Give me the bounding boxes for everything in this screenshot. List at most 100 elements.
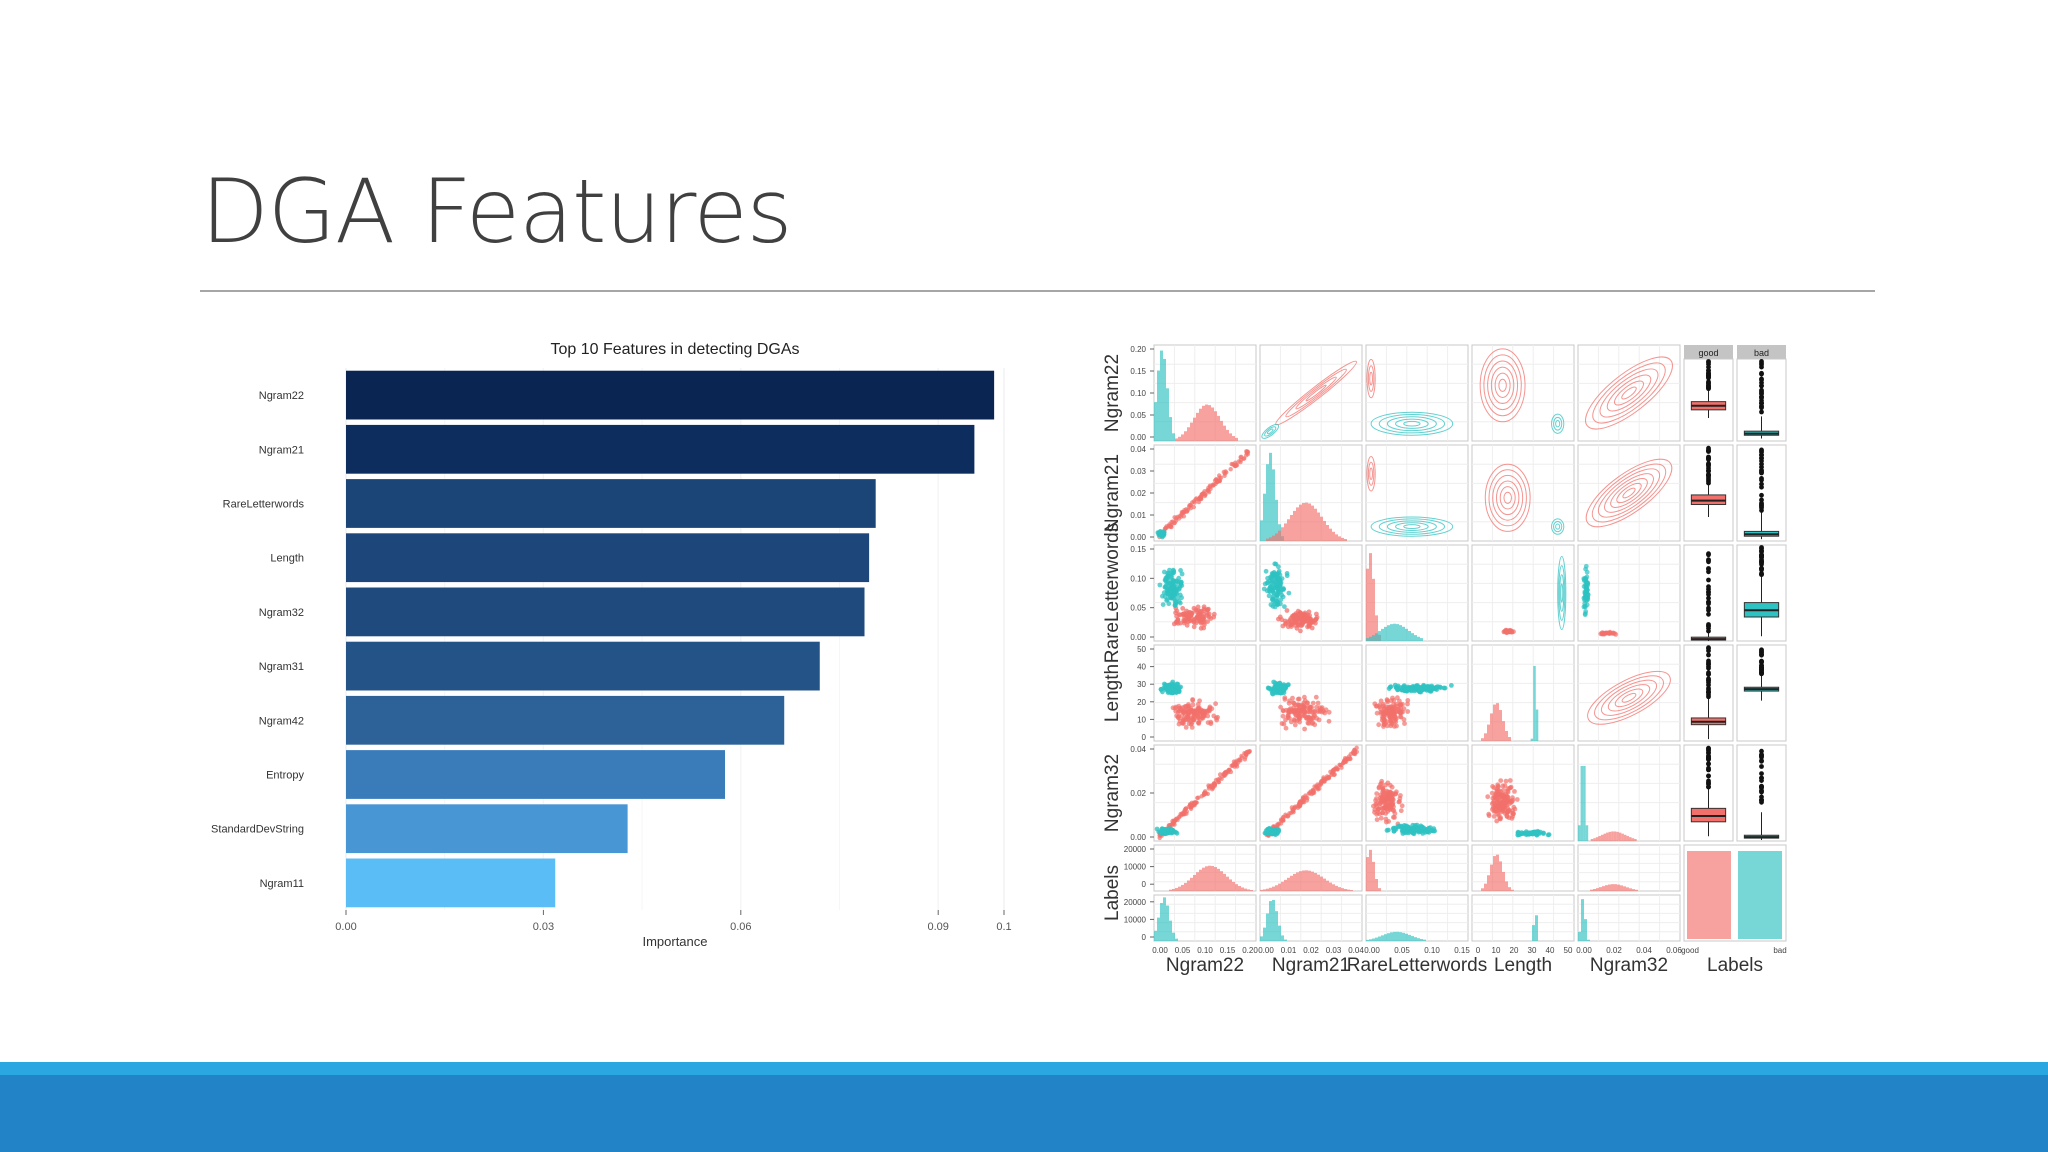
scatter-point <box>1425 687 1431 693</box>
contour-ring <box>1498 378 1507 392</box>
col-variable-label: Ngram21 <box>1272 955 1350 976</box>
histogram-bar <box>1366 857 1369 891</box>
x-tick-label: 0.06 <box>730 921 751 933</box>
feature-importance-bar-chart: 0.00 0.03 0.06 0.09 0.1 Ngram22 Ngram21 RareLet… <box>211 341 1012 949</box>
histogram <box>1175 404 1238 441</box>
histogram-bar <box>1244 888 1247 891</box>
scatter-point <box>1337 762 1342 767</box>
histogram-bar <box>1590 889 1593 891</box>
col-variable-label: Ngram32 <box>1590 955 1668 976</box>
histogram-bar <box>1344 538 1347 541</box>
scatter-point <box>1309 709 1315 715</box>
col-tick-label: 0.04 <box>1348 946 1364 955</box>
contour-ring <box>1592 362 1666 424</box>
histogram-bar <box>1508 737 1511 741</box>
boxplot-outlier <box>1706 747 1711 753</box>
strip-label-bad: bad <box>1754 348 1769 358</box>
scatter-point <box>1187 709 1193 714</box>
boxplot-outlier <box>1706 784 1711 790</box>
scatter-point <box>1286 590 1292 596</box>
point-cloud <box>1154 826 1180 837</box>
scatter-point <box>1166 686 1171 691</box>
panel-ngram22-length <box>1471 344 1575 442</box>
histogram-bar <box>1606 832 1609 841</box>
contour-ring <box>1558 565 1566 621</box>
scatter-point <box>1398 808 1404 814</box>
histogram-bar <box>1229 433 1232 441</box>
panel-labels-good <box>1577 844 1681 892</box>
histogram <box>1366 931 1426 941</box>
point-cloud <box>1485 778 1520 824</box>
scatter-point <box>1280 623 1286 629</box>
histogram-bar <box>1632 889 1635 891</box>
histogram-bar <box>1533 665 1536 741</box>
scatter-point <box>1170 818 1175 824</box>
histogram-bar <box>1602 886 1605 891</box>
scatter-point <box>1391 709 1397 715</box>
scatter-point <box>1158 829 1164 834</box>
histogram-bar <box>1281 881 1284 891</box>
row-tick-label: 10000 <box>1124 915 1147 924</box>
histogram-bar <box>1175 438 1178 441</box>
histogram-bar <box>1284 523 1287 541</box>
scatter-point <box>1421 682 1426 688</box>
y-category-label: Ngram11 <box>260 878 304 890</box>
col-tick-label: 0.05 <box>1175 946 1191 955</box>
histogram-bar <box>1414 635 1417 641</box>
contour-ring <box>1366 358 1376 399</box>
scatter-point <box>1582 612 1588 618</box>
boxplot-outlier <box>1706 670 1711 676</box>
histogram-bar <box>1169 889 1172 891</box>
scatter-point <box>1316 783 1321 788</box>
boxplot-outlier <box>1706 374 1711 380</box>
point-cloud <box>1155 529 1167 540</box>
histogram-bar <box>1178 886 1181 891</box>
scatter-point <box>1181 717 1187 723</box>
histogram-bar <box>1272 469 1275 541</box>
histogram-bar <box>1296 507 1299 541</box>
bar-rareletterwords <box>346 479 876 528</box>
histogram-bar <box>1214 411 1217 441</box>
histogram-bar <box>1626 887 1629 891</box>
contour-ring <box>1621 386 1637 400</box>
contour-ring <box>1261 423 1280 439</box>
scatter-point <box>1354 745 1359 750</box>
col-tick-label: 10 <box>1492 946 1501 955</box>
panel-grid <box>1578 845 1680 891</box>
y-category-label: Length <box>270 553 304 565</box>
scatter-point <box>1310 700 1316 706</box>
row-tick-label: 0.00 <box>1130 633 1146 642</box>
col-tick-label: 50 <box>1564 946 1573 955</box>
boxplot-outlier <box>1759 663 1764 668</box>
contour-ring <box>1621 692 1637 703</box>
histogram-bar <box>1417 636 1420 641</box>
histogram-bar <box>1484 733 1487 741</box>
scatter-point <box>1192 710 1198 716</box>
histogram-bar <box>1493 704 1496 741</box>
point-cloud <box>1156 449 1251 540</box>
col-tick-label: 0.05 <box>1394 946 1410 955</box>
contour-ring <box>1585 458 1673 528</box>
col-tick-label: 40 <box>1546 946 1555 955</box>
strip-label-good: good <box>1698 348 1718 358</box>
col-tick-label: 0.10 <box>1197 946 1213 955</box>
scatter-point <box>1541 830 1546 836</box>
histogram-bar <box>1169 417 1172 441</box>
scatter-point <box>1388 684 1394 690</box>
histogram-bar <box>1269 887 1272 891</box>
scatter-point <box>1185 615 1190 621</box>
panel-ngram22-rare <box>1365 344 1469 442</box>
histogram-bar <box>1378 631 1381 641</box>
histogram-bar <box>1332 884 1335 891</box>
histogram <box>1366 849 1381 891</box>
panel-ngram21-ngram32 <box>1577 444 1681 542</box>
contour-ring <box>1370 411 1454 436</box>
histogram-bar <box>1311 505 1314 541</box>
histogram-bar <box>1160 350 1163 441</box>
histogram-bar <box>1583 765 1586 841</box>
scatter-point <box>1388 717 1394 722</box>
boxplot-outlier <box>1759 391 1764 397</box>
scatter-point <box>1533 830 1539 835</box>
histogram-bar <box>1202 405 1205 441</box>
boxplot-outlier <box>1706 384 1711 389</box>
